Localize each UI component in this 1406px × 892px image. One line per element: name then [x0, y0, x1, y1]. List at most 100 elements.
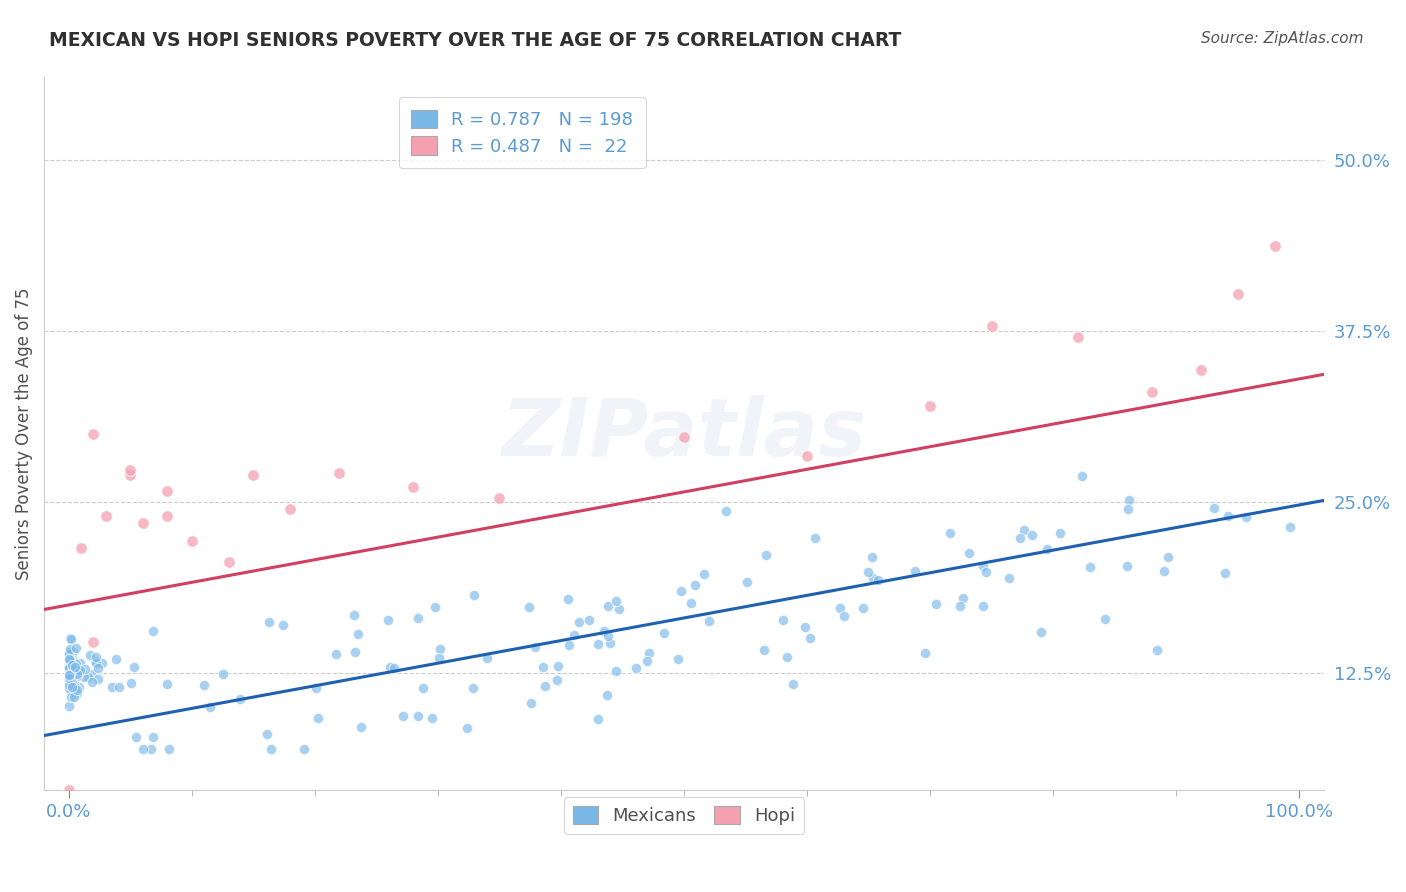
Point [957, 546, 980, 560]
Point [652, 626, 675, 640]
Point [1029, 625, 1052, 640]
Point [325, 648, 347, 662]
Point [1021, 528, 1043, 542]
Point [586, 712, 609, 726]
Point [671, 583, 693, 598]
Point [82, 634, 104, 648]
Point [1140, 385, 1163, 400]
Point [242, 468, 264, 483]
Point [666, 652, 689, 666]
Point [1012, 523, 1035, 537]
Point [1094, 612, 1116, 626]
Point [562, 628, 585, 642]
Point [58, 681, 80, 696]
Point [58, 661, 80, 675]
Point [65, 660, 87, 674]
Point [66, 666, 89, 681]
Point [461, 681, 484, 695]
Point [1234, 510, 1257, 524]
Point [58, 669, 80, 683]
Point [463, 588, 485, 602]
Text: MEXICAN VS HOPI SENIORS POVERTY OVER THE AGE OF 75 CORRELATION CHART: MEXICAN VS HOPI SENIORS POVERTY OVER THE… [49, 31, 901, 50]
Point [87, 672, 110, 686]
Point [1008, 532, 1031, 546]
Point [599, 635, 621, 649]
Point [799, 632, 821, 646]
Point [120, 467, 142, 482]
Point [1049, 525, 1071, 540]
Point [607, 601, 630, 615]
Point [862, 571, 884, 585]
Point [605, 594, 627, 608]
Y-axis label: Seniors Poverty Over the Age of 75: Seniors Poverty Over the Age of 75 [15, 287, 32, 580]
Point [60, 657, 83, 672]
Point [1279, 520, 1302, 534]
Point [866, 573, 889, 587]
Point [1189, 362, 1212, 376]
Point [58, 661, 80, 675]
Point [156, 483, 179, 498]
Point [412, 681, 434, 695]
Point [860, 550, 883, 565]
Point [1157, 549, 1180, 564]
Point [59, 632, 82, 646]
Point [524, 640, 547, 654]
Point [62, 662, 84, 676]
Point [58, 668, 80, 682]
Point [60, 657, 83, 672]
Point [73, 662, 96, 676]
Point [108, 680, 131, 694]
Point [67, 665, 90, 679]
Point [77, 670, 100, 684]
Point [1118, 502, 1140, 516]
Point [429, 642, 451, 657]
Point [557, 592, 579, 607]
Point [67, 680, 90, 694]
Point [1116, 558, 1139, 573]
Point [596, 629, 619, 643]
Point [755, 548, 778, 562]
Point [101, 680, 124, 694]
Point [952, 591, 974, 605]
Point [60, 652, 83, 666]
Point [104, 651, 127, 665]
Point [1218, 508, 1240, 523]
Point [58, 657, 80, 671]
Point [157, 741, 180, 756]
Point [832, 609, 855, 624]
Point [803, 531, 825, 545]
Legend: Mexicans, Hopi: Mexicans, Hopi [564, 797, 804, 834]
Point [65, 678, 87, 692]
Point [568, 615, 591, 629]
Point [406, 611, 429, 625]
Point [58, 645, 80, 659]
Point [1067, 330, 1090, 344]
Point [229, 692, 252, 706]
Point [218, 555, 240, 569]
Point [58, 783, 80, 797]
Point [1118, 493, 1140, 508]
Point [193, 678, 215, 692]
Point [1153, 564, 1175, 578]
Point [558, 638, 581, 652]
Point [59, 657, 82, 671]
Point [73, 670, 96, 684]
Point [972, 599, 994, 614]
Point [65, 657, 87, 671]
Point [914, 646, 936, 660]
Point [636, 654, 658, 668]
Point [796, 449, 818, 463]
Point [59, 642, 82, 657]
Point [58, 661, 80, 675]
Point [624, 661, 647, 675]
Point [58, 648, 80, 662]
Point [1071, 468, 1094, 483]
Point [82, 426, 104, 441]
Point [578, 613, 600, 627]
Point [1036, 541, 1059, 556]
Point [256, 727, 278, 741]
Point [84, 654, 107, 668]
Point [62, 653, 84, 667]
Point [1264, 239, 1286, 253]
Point [949, 599, 972, 613]
